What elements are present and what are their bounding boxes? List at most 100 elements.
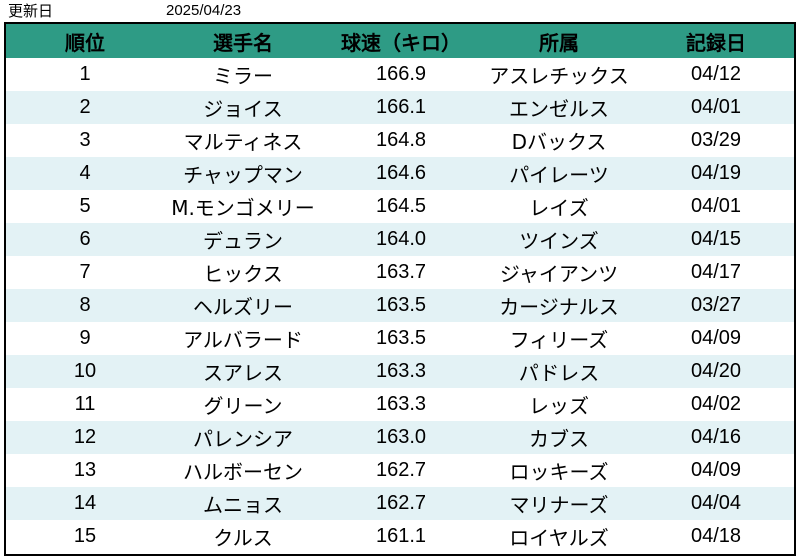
player-name-cell: M.モンゴメリー	[171, 196, 315, 220]
column-header-player: 選手名	[213, 30, 273, 55]
ranking-table: 順位 選手名 球速（キロ） 所属 記録日 1 ミラー 166.9 アスレチックス 04/…	[6, 24, 794, 553]
speed-cell: 163.5	[375, 294, 427, 316]
team-cell: エンゼルス	[509, 97, 609, 121]
team-cell: カージナルス	[499, 295, 619, 319]
team-cell: パイレーツ	[509, 163, 609, 187]
table-row: 9 アルバラード 163.5 フィリーズ 04/09	[6, 322, 794, 355]
table-row: 13 ハルボーセン 162.7 ロッキーズ 04/09	[6, 454, 794, 487]
player-name-cell: パレンシア	[193, 427, 293, 451]
table-row: 10 スアレス 163.3 パドレス 04/20	[6, 355, 794, 388]
team-cell: レイズ	[529, 196, 589, 220]
player-name-cell: ミラー	[213, 64, 273, 88]
table-row: 3 マルティネス 164.8 Dバックス 03/29	[6, 124, 794, 157]
speed-cell: 166.1	[375, 96, 427, 118]
speed-cell: 163.5	[375, 327, 427, 349]
player-name-cell: マルティネス	[183, 130, 303, 154]
player-name-cell: ハルボーセン	[183, 460, 303, 484]
player-name-cell: クルス	[213, 526, 273, 550]
team-cell: マリナーズ	[509, 493, 609, 517]
rank-cell: 9	[79, 327, 91, 349]
table-body: 1 ミラー 166.9 アスレチックス 04/12 2 ジョイス 166.1 エンゼルス 04/0…	[6, 58, 794, 553]
rank-cell: 6	[79, 228, 91, 250]
speed-cell: 164.8	[375, 129, 427, 151]
table-row: 1 ミラー 166.9 アスレチックス 04/12	[6, 58, 794, 91]
team-cell: フィリーズ	[509, 328, 609, 352]
update-date-value: 2025/04/23	[166, 2, 242, 19]
table-row: 8 ヘルズリー 163.5 カージナルス 03/27	[6, 289, 794, 322]
date-cell: 03/27	[690, 294, 742, 316]
team-cell: レッズ	[529, 394, 589, 418]
speed-cell: 163.3	[375, 393, 427, 415]
table-row: 14 ムニョス 162.7 マリナーズ 04/04	[6, 487, 794, 520]
column-header-rank: 順位	[65, 30, 105, 55]
speed-cell: 161.1	[375, 525, 427, 547]
team-cell: Dバックス	[511, 130, 607, 154]
rank-cell: 2	[79, 96, 91, 118]
date-cell: 04/09	[690, 459, 742, 481]
date-cell: 04/12	[690, 63, 742, 85]
update-date-label: 更新日	[8, 2, 54, 20]
date-cell: 04/01	[690, 195, 742, 217]
player-name-cell: スアレス	[203, 361, 283, 385]
date-cell: 04/09	[690, 327, 742, 349]
team-cell: パドレス	[518, 361, 600, 385]
date-cell: 04/02	[690, 393, 742, 415]
speed-cell: 163.0	[375, 426, 427, 448]
date-cell: 04/01	[690, 96, 742, 118]
header-row: 順位 選手名 球速（キロ） 所属 記録日	[6, 24, 794, 58]
date-cell: 04/18	[690, 525, 742, 547]
rank-cell: 10	[73, 360, 97, 382]
team-cell: ロイヤルズ	[509, 526, 609, 550]
date-cell: 04/04	[690, 492, 742, 514]
date-cell: 04/16	[690, 426, 742, 448]
column-header-speed: 球速（キロ）	[341, 30, 461, 55]
player-name-cell: ムニョス	[203, 493, 283, 517]
rank-cell: 8	[79, 294, 91, 316]
column-header-team: 所属	[539, 30, 579, 55]
speed-cell: 163.3	[375, 360, 427, 382]
speed-cell: 162.7	[375, 492, 427, 514]
player-name-cell: デュラン	[203, 229, 283, 253]
table-row: 12 パレンシア 163.0 カブス 04/16	[6, 421, 794, 454]
date-cell: 04/17	[690, 261, 742, 283]
table-row: 15 クルス 161.1 ロイヤルズ 04/18	[6, 520, 794, 553]
rank-cell: 13	[73, 459, 97, 481]
player-name-cell: ヒックス	[203, 262, 283, 286]
team-cell: カブス	[529, 427, 589, 451]
rank-cell: 14	[73, 492, 97, 514]
column-header-date: 記録日	[686, 30, 746, 55]
rank-cell: 1	[79, 63, 91, 85]
player-name-cell: アルバラード	[183, 328, 303, 352]
team-cell: ジャイアンツ	[499, 262, 619, 286]
speed-cell: 166.9	[375, 63, 427, 85]
rank-cell: 12	[73, 426, 97, 448]
date-cell: 03/29	[690, 129, 742, 151]
date-cell: 04/19	[690, 162, 742, 184]
rank-cell: 3	[79, 129, 91, 151]
speed-cell: 164.5	[375, 195, 427, 217]
table-row: 5 M.モンゴメリー 164.5 レイズ 04/01	[6, 190, 794, 223]
player-name-cell: ジョイス	[203, 97, 283, 121]
rank-cell: 11	[74, 393, 96, 415]
date-cell: 04/20	[690, 360, 742, 382]
speed-cell: 164.6	[375, 162, 427, 184]
speed-cell: 164.0	[375, 228, 427, 250]
team-cell: アスレチックス	[489, 64, 629, 88]
player-name-cell: チャップマン	[183, 163, 303, 187]
rank-cell: 5	[79, 195, 91, 217]
speed-cell: 163.7	[375, 261, 427, 283]
pitch-speed-ranking-table: 順位 選手名 球速（キロ） 所属 記録日 1 ミラー 166.9 アスレチックス 04/…	[4, 22, 796, 556]
rank-cell: 7	[79, 261, 91, 283]
table-row: 2 ジョイス 166.1 エンゼルス 04/01	[6, 91, 794, 124]
update-info-bar: 更新日 2025/04/23	[0, 0, 797, 22]
table-header: 順位 選手名 球速（キロ） 所属 記録日	[6, 24, 794, 58]
table-row: 4 チャップマン 164.6 パイレーツ 04/19	[6, 157, 794, 190]
rank-cell: 15	[73, 525, 97, 547]
team-cell: ツインズ	[519, 229, 599, 253]
table-row: 6 デュラン 164.0 ツインズ 04/15	[6, 223, 794, 256]
player-name-cell: ヘルズリー	[193, 295, 293, 319]
table-row: 7 ヒックス 163.7 ジャイアンツ 04/17	[6, 256, 794, 289]
team-cell: ロッキーズ	[509, 460, 609, 484]
table-row: 11 グリーン 163.3 レッズ 04/02	[6, 388, 794, 421]
rank-cell: 4	[79, 162, 91, 184]
